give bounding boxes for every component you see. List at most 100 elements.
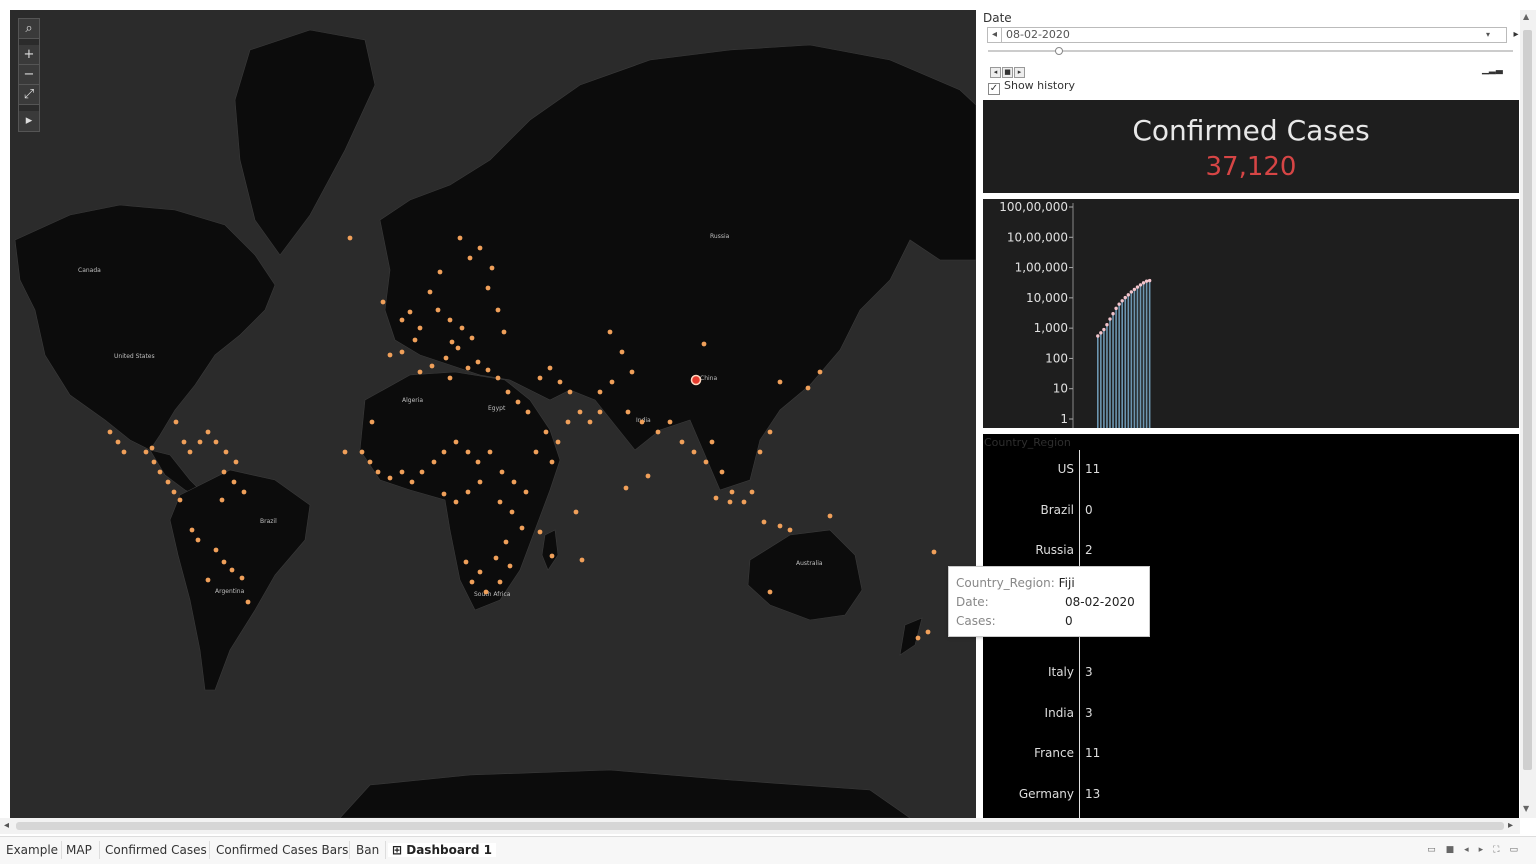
date-slider-track[interactable]	[988, 50, 1513, 52]
daily-point[interactable]	[1114, 306, 1118, 311]
case-dot[interactable]	[495, 307, 501, 313]
case-dot[interactable]	[549, 459, 555, 465]
daily-bar[interactable]	[1145, 281, 1148, 428]
case-dot[interactable]	[915, 635, 921, 641]
case-dot[interactable]	[115, 439, 121, 445]
world-map[interactable]: Canada United States Brazil Argentina Algeri…	[10, 10, 976, 818]
case-dot[interactable]	[537, 375, 543, 381]
case-dot[interactable]	[497, 579, 503, 585]
prev-date-icon[interactable]: ◂	[988, 28, 1002, 42]
daily-bar[interactable]	[1136, 287, 1139, 428]
daily-point[interactable]	[1096, 334, 1100, 338]
case-dot[interactable]	[477, 569, 483, 575]
daily-bar[interactable]	[1133, 289, 1136, 428]
case-dot[interactable]	[587, 419, 593, 425]
expand-arrow-icon[interactable]: ▸	[25, 113, 33, 128]
case-dot[interactable]	[187, 449, 193, 455]
case-dot[interactable]	[469, 579, 475, 585]
case-dot[interactable]	[477, 479, 483, 485]
case-dot[interactable]	[449, 339, 455, 345]
case-dot[interactable]	[437, 269, 443, 275]
case-dot[interactable]	[499, 469, 505, 475]
case-dot[interactable]	[667, 419, 673, 425]
case-dot[interactable]	[241, 489, 247, 495]
daily-point[interactable]	[1138, 283, 1143, 287]
case-dot[interactable]	[767, 429, 773, 435]
case-dot[interactable]	[205, 429, 211, 435]
case-dot[interactable]	[221, 469, 227, 475]
case-dot[interactable]	[457, 235, 463, 241]
case-dot[interactable]	[713, 495, 719, 501]
case-dot[interactable]	[429, 363, 435, 369]
case-dot[interactable]	[817, 369, 823, 375]
case-dot[interactable]	[629, 369, 635, 375]
zoom-out-icon[interactable]: −	[19, 65, 39, 85]
case-dot[interactable]	[409, 479, 415, 485]
case-dot[interactable]	[171, 489, 177, 495]
case-dot[interactable]	[639, 419, 645, 425]
scroll-right-icon[interactable]: ▸	[1508, 820, 1514, 831]
horizontal-scroll-thumb[interactable]	[16, 822, 1504, 830]
case-dot[interactable]	[655, 429, 661, 435]
case-dot[interactable]	[181, 439, 187, 445]
case-dot[interactable]	[223, 449, 229, 455]
daily-point[interactable]	[1144, 279, 1149, 283]
case-dot[interactable]	[729, 489, 735, 495]
horizontal-scrollbar[interactable]: ◂ ▸	[0, 818, 1520, 834]
case-dot[interactable]	[469, 335, 475, 341]
case-dot[interactable]	[447, 317, 453, 323]
case-dot[interactable]	[347, 235, 353, 241]
bar-row[interactable]: Brazil 0	[983, 503, 1519, 521]
case-dot[interactable]	[173, 419, 179, 425]
case-dot[interactable]	[485, 285, 491, 291]
daily-point[interactable]	[1123, 295, 1127, 300]
case-dot[interactable]	[557, 379, 563, 385]
step-forward-icon[interactable]: ▸	[1014, 67, 1025, 78]
case-dot[interactable]	[741, 499, 747, 505]
daily-point[interactable]	[1117, 302, 1121, 306]
tab-confirmed-cases[interactable]: Confirmed Cases	[105, 843, 207, 857]
case-dot[interactable]	[465, 365, 471, 371]
case-dot[interactable]	[107, 429, 113, 435]
case-dot[interactable]	[387, 475, 393, 481]
daily-bar[interactable]	[1142, 282, 1145, 428]
case-dot[interactable]	[455, 345, 461, 351]
case-dot[interactable]	[221, 559, 227, 565]
case-dot[interactable]	[487, 449, 493, 455]
case-dot[interactable]	[519, 525, 525, 531]
speed-controls[interactable]: ▁▂▃	[1482, 65, 1503, 75]
case-dot[interactable]	[417, 369, 423, 375]
case-dot[interactable]	[441, 491, 447, 497]
case-dot[interactable]	[509, 509, 515, 515]
case-dot[interactable]	[787, 527, 793, 533]
case-dot[interactable]	[549, 553, 555, 559]
daily-point[interactable]	[1105, 322, 1109, 327]
case-dot[interactable]	[177, 497, 183, 503]
case-dot[interactable]	[239, 575, 245, 581]
case-dot[interactable]	[485, 367, 491, 373]
case-dot[interactable]	[477, 245, 483, 251]
cases-log-chart[interactable]: 100,00,000 10,00,000 1,00,000 10,000 1,000 10…	[983, 199, 1519, 428]
case-dot[interactable]	[399, 317, 405, 323]
show-history-checkbox[interactable]: ✓	[988, 83, 1000, 95]
case-dot[interactable]	[412, 337, 418, 343]
case-dot[interactable]	[441, 449, 447, 455]
case-dot[interactable]	[931, 549, 937, 555]
case-dot[interactable]	[165, 479, 171, 485]
map-canvas[interactable]: Canada United States Brazil Argentina Algeri…	[10, 10, 976, 818]
bar-row[interactable]: Italy 3	[983, 665, 1519, 683]
vertical-scroll-thumb[interactable]	[1523, 30, 1532, 770]
case-dot[interactable]	[719, 469, 725, 475]
case-dot[interactable]	[419, 469, 425, 475]
case-dot[interactable]	[703, 459, 709, 465]
case-dot[interactable]	[369, 419, 375, 425]
case-dot[interactable]	[475, 359, 481, 365]
daily-bar[interactable]	[1112, 313, 1114, 428]
daily-point[interactable]	[1111, 311, 1115, 316]
date-slider-thumb[interactable]	[1055, 47, 1063, 55]
case-dot[interactable]	[205, 577, 211, 583]
daily-point[interactable]	[1102, 327, 1106, 332]
case-dot[interactable]	[157, 469, 163, 475]
case-dot[interactable]	[399, 469, 405, 475]
case-dot[interactable]	[597, 389, 603, 395]
